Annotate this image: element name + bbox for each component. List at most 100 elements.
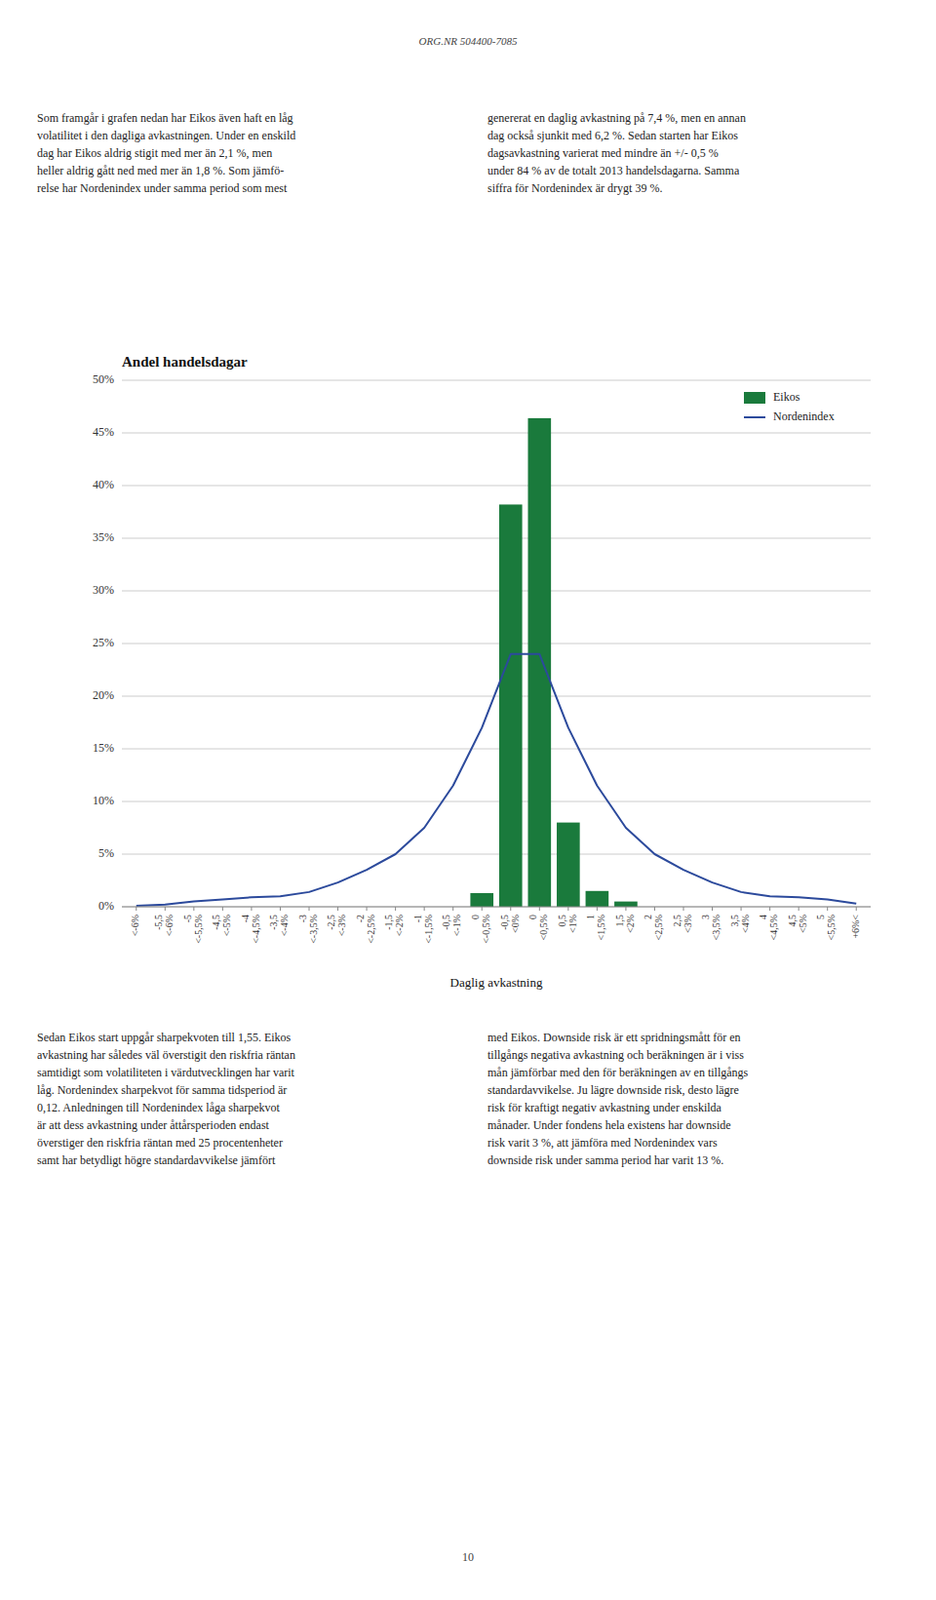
x-tick-label: +6%< (850, 914, 861, 939)
x-tick-label: 0<0,5% (527, 914, 549, 940)
x-tick (567, 906, 569, 911)
x-tick-label: 1<1,5% (585, 914, 607, 940)
y-tick-label: 30% (92, 583, 115, 597)
x-tick-label-line: -0,5 (499, 914, 510, 931)
x-tick (539, 906, 541, 911)
plot-area (136, 418, 857, 907)
text-bottom-left: Sedan Eikos start uppgår sharpekvoten ti… (37, 1028, 476, 1170)
x-tick-label-line: <5% (797, 914, 809, 934)
x-tick-label: -1<-1,5% (412, 914, 434, 944)
bar (499, 504, 523, 907)
text-right: genererat en daglig avkastning på 7,4 %,… (487, 109, 917, 197)
x-tick-label-line: <-1,5% (423, 914, 434, 944)
x-tick (366, 906, 368, 911)
y-tick-label: 45% (92, 425, 115, 439)
x-tick-label-line: 0,5 (556, 914, 568, 928)
x-tick-label-line: <1,5% (595, 914, 607, 940)
x-tick-label-line: -3 (297, 914, 309, 923)
x-tick (309, 906, 311, 911)
x-tick-label: -2,5<-3% (325, 914, 348, 936)
grid-line (121, 748, 871, 750)
x-tick-label-line: -3,5 (268, 914, 279, 931)
grid-line (121, 906, 871, 908)
x-tick-label-line: <4,5% (768, 914, 780, 940)
x-tick-label-line: -1 (412, 914, 424, 923)
text-bottom-right: med Eikos. Downside risk är ett spridnin… (487, 1028, 917, 1170)
chart-title: Andel handelsdagar (121, 353, 248, 370)
y-tick-label: 10% (92, 793, 115, 808)
x-tick-label-line: -2,5 (325, 914, 337, 931)
x-tick-label-line: <1% (567, 914, 579, 934)
x-tick-label-line: <2,5% (653, 914, 664, 940)
x-tick (394, 906, 396, 911)
text-left: Som framgår i grafen nedan har Eikos äve… (37, 109, 476, 197)
legend-swatch (743, 416, 766, 419)
x-tick-label-line: 5 (815, 914, 826, 920)
y-tick-label: 5% (98, 846, 115, 860)
x-tick-label-line: 1 (585, 914, 596, 920)
x-tick-label-line: 4,5 (786, 914, 798, 928)
x-tick (711, 906, 713, 911)
x-tick-label-line: <-4,5% (250, 914, 262, 944)
page-header: ORG.NR 504400-7085 (0, 35, 936, 47)
x-tick-label: 4<4,5% (757, 914, 780, 940)
x-tick-label-line: 0 (527, 914, 539, 920)
x-tick-label: -4<-4,5% (239, 914, 262, 944)
grid-line (121, 380, 871, 382)
x-tick-label: <-6% (129, 914, 141, 936)
x-tick-label-line: <0% (509, 914, 521, 934)
y-tick-label: 25% (92, 635, 115, 650)
x-tick-label: -5<-5,5% (182, 914, 204, 944)
y-tick-label: 0% (98, 898, 115, 913)
x-tick-label: 5<5,5% (815, 914, 837, 940)
x-tick-label: -3<-3,5% (297, 914, 319, 944)
x-tick (798, 906, 800, 911)
x-tick (193, 906, 195, 911)
x-tick-label: 3,5<4% (729, 914, 751, 934)
grid-line (121, 485, 871, 487)
x-tick-label: -0,5<0% (499, 914, 521, 934)
y-tick-label: 35% (92, 530, 115, 545)
x-tick-label: 2,5<3% (671, 914, 694, 934)
x-tick (452, 906, 454, 911)
x-tick-label-line: -4 (239, 914, 251, 923)
x-tick-label-line: 3,5 (729, 914, 741, 928)
x-tick-label-line: <-5% (221, 914, 233, 936)
x-tick-label-line: 1,5 (614, 914, 625, 928)
legend-label: Eikos (773, 390, 801, 404)
legend-swatch (743, 391, 766, 404)
x-tick-label-line: 2 (642, 914, 654, 920)
x-tick-label: -5,5<-6% (153, 914, 175, 936)
bar (556, 822, 581, 907)
x-tick (250, 906, 252, 911)
x-tick (509, 906, 511, 911)
x-tick (769, 906, 771, 911)
x-tick-label-line: 2,5 (671, 914, 683, 928)
x-tick-label-line: <-4% (278, 914, 290, 936)
x-tick-label: 4,5<5% (786, 914, 809, 934)
x-tick-label: 0<-0,5% (469, 914, 492, 944)
x-tick-label-line: <-3% (336, 914, 348, 936)
x-tick-label-line: <4% (740, 914, 751, 934)
legend: EikosNordenindex (743, 390, 835, 424)
x-tick (624, 906, 626, 911)
x-tick-label-line: <-6% (163, 914, 175, 936)
grid-line (121, 854, 871, 856)
x-tick-label-line: +6%< (850, 914, 861, 939)
x-tick-label: 3<3,5% (700, 914, 722, 940)
x-axis-label: Daglig avkastning (450, 975, 544, 990)
x-tick (135, 906, 137, 911)
x-tick-label-line: -5 (182, 914, 194, 923)
grid-line (121, 432, 871, 434)
bar (614, 901, 638, 907)
x-tick (596, 906, 598, 911)
x-tick-label-line: <0,5% (538, 914, 549, 940)
x-tick-label-line: <-3,5% (308, 914, 319, 944)
x-tick (279, 906, 281, 911)
x-tick (683, 906, 685, 911)
x-tick (481, 906, 483, 911)
x-tick-label-line: -0,5 (440, 914, 452, 931)
x-tick-label-line: 4 (757, 914, 769, 920)
x-tick (826, 906, 828, 911)
x-tick (424, 906, 426, 911)
